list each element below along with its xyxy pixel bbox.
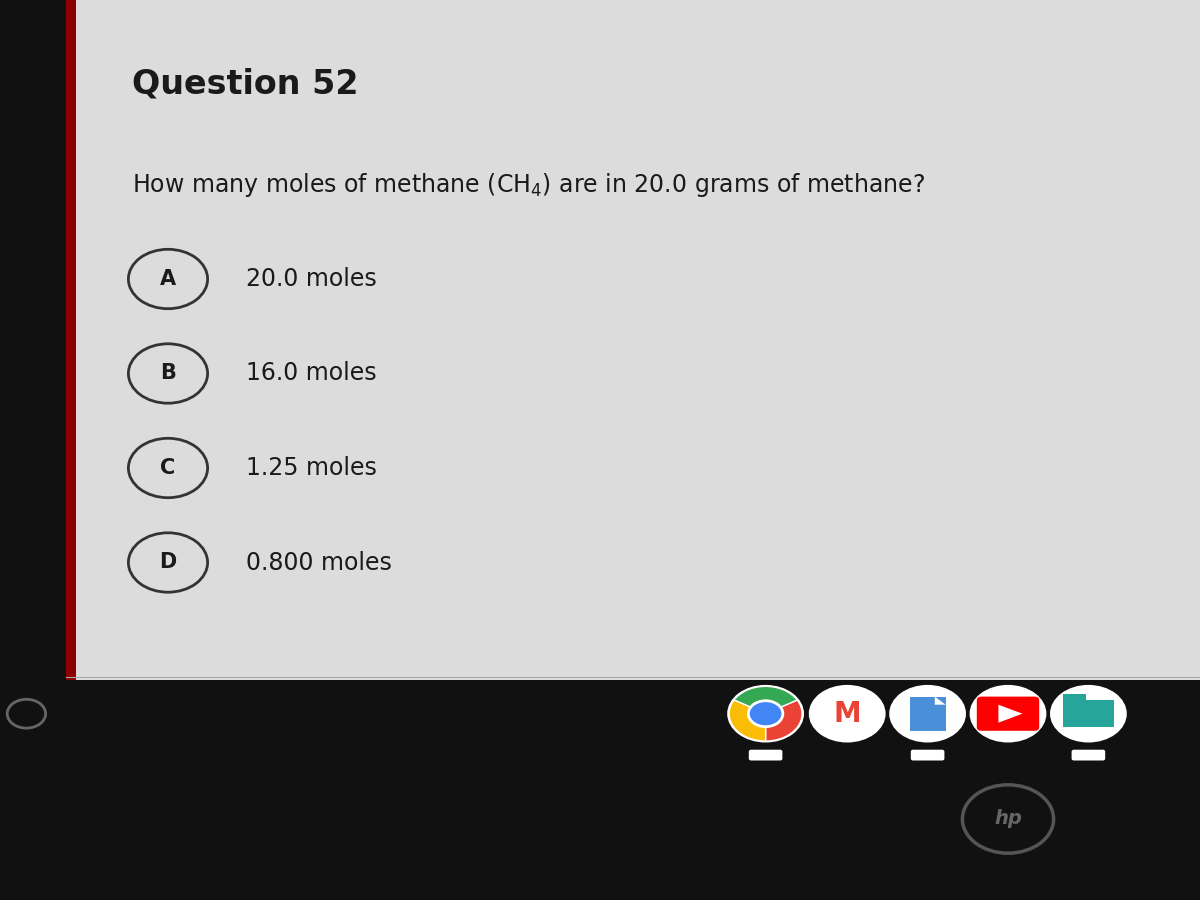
- FancyBboxPatch shape: [1063, 694, 1086, 703]
- Wedge shape: [734, 687, 797, 714]
- Text: 0.800 moles: 0.800 moles: [246, 551, 392, 574]
- Text: D: D: [160, 553, 176, 572]
- Polygon shape: [998, 705, 1022, 723]
- Text: Question 52: Question 52: [132, 68, 359, 101]
- FancyBboxPatch shape: [66, 0, 1200, 680]
- FancyBboxPatch shape: [749, 750, 782, 760]
- Text: 16.0 moles: 16.0 moles: [246, 362, 377, 385]
- Circle shape: [727, 685, 804, 742]
- FancyBboxPatch shape: [977, 697, 1039, 731]
- Wedge shape: [730, 700, 766, 741]
- Text: hp: hp: [994, 809, 1022, 829]
- FancyBboxPatch shape: [66, 0, 76, 680]
- Circle shape: [1050, 685, 1127, 742]
- Text: 20.0 moles: 20.0 moles: [246, 267, 377, 291]
- FancyBboxPatch shape: [1063, 700, 1114, 727]
- Text: C: C: [161, 458, 175, 478]
- Text: A: A: [160, 269, 176, 289]
- Text: M: M: [833, 699, 862, 728]
- Wedge shape: [766, 700, 802, 741]
- FancyBboxPatch shape: [910, 697, 946, 731]
- Circle shape: [749, 701, 782, 726]
- Circle shape: [809, 685, 886, 742]
- FancyBboxPatch shape: [1072, 750, 1105, 760]
- FancyBboxPatch shape: [911, 750, 944, 760]
- Circle shape: [970, 685, 1046, 742]
- Text: 1.25 moles: 1.25 moles: [246, 456, 377, 480]
- Circle shape: [889, 685, 966, 742]
- Text: B: B: [160, 364, 176, 383]
- Polygon shape: [935, 697, 946, 705]
- Text: How many moles of methane (CH$_4$) are in 20.0 grams of methane?: How many moles of methane (CH$_4$) are i…: [132, 171, 925, 199]
